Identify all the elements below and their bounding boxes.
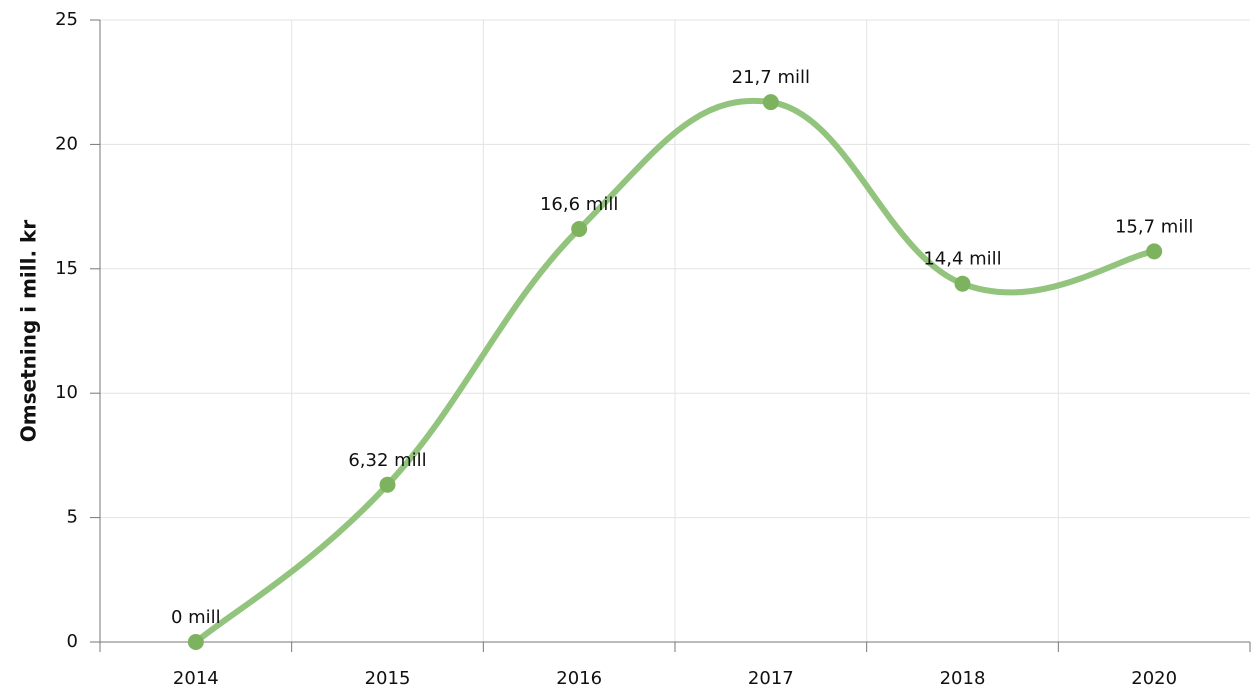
y-tick-label: 20 (55, 133, 78, 154)
y-tick-label: 0 (67, 631, 78, 652)
y-tick-label: 25 (55, 9, 78, 30)
x-tick-label: 2017 (748, 668, 794, 689)
point (954, 275, 971, 292)
data-label: 15,7 mill (1115, 216, 1193, 237)
y-axis-title: Omsetning i mill. kr (17, 220, 41, 443)
x-tick-label: 2015 (365, 668, 411, 689)
x-tick-label: 2014 (173, 668, 219, 689)
x-tick-label: 2016 (556, 668, 602, 689)
point (379, 476, 396, 493)
point (187, 634, 204, 650)
data-label: 0 mill (171, 607, 221, 628)
y-tick-label: 15 (55, 258, 78, 279)
data-label: 16,6 mill (540, 194, 618, 215)
data-label: 6,32 mill (348, 450, 426, 471)
x-tick-label: 2020 (1131, 668, 1177, 689)
data-label: 14,4 mill (923, 249, 1001, 270)
point (762, 94, 779, 111)
point (571, 220, 588, 237)
y-tick-label: 10 (55, 382, 78, 403)
x-tick-label: 2018 (940, 668, 986, 689)
data-label: 21,7 mill (732, 67, 810, 88)
y-tick-label: 5 (67, 507, 78, 528)
point (1146, 243, 1163, 260)
